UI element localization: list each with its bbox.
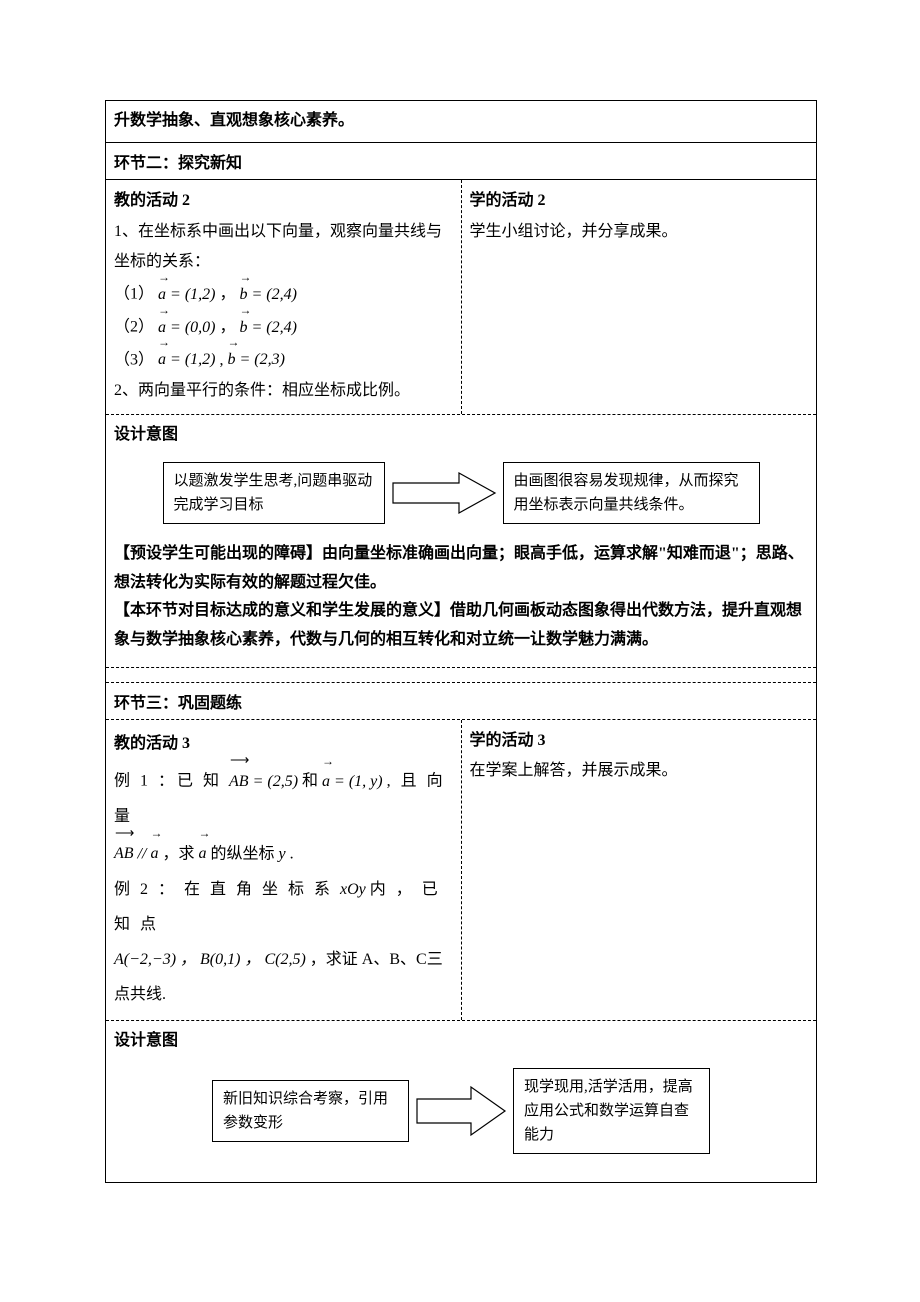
learn-activity-3-title: 学的活动 3 [470, 726, 809, 756]
eq2-pre: （2） [114, 319, 154, 336]
learn-activity-2: 学的活动 2 学生小组讨论，并分享成果。 [462, 180, 817, 414]
vec-AB: AB [229, 761, 249, 799]
eq3-pre: （3） [114, 351, 154, 368]
eq2-av: = (0,0) [166, 319, 215, 336]
example-2-line1: 例 2 ： 在 直 角 坐 标 系 xOy 内 ， 已 知 点 [114, 872, 453, 942]
example-1-line1: 例 1 ：已 知 AB = (2,5) 和 a = (1, y) , 且 向 量 [114, 761, 453, 834]
ex2-points: A(−2,−3) ， B(0,1) ， C(2,5) [114, 951, 306, 968]
vec-a: a [198, 834, 206, 872]
ex1-av: = (1, y) [330, 773, 383, 790]
teach-activity-3: 教的活动 3 例 1 ：已 知 AB = (2,5) 和 a = (1, y) … [106, 720, 462, 1020]
ex1-l2-tail1: 的纵坐标 [210, 845, 278, 862]
ex1-ABv: = (2,5) [249, 773, 298, 790]
eq2-bv: = (2,4) [247, 319, 296, 336]
vec-a: a [150, 834, 158, 872]
ex1-l2-mid: ，求 [162, 845, 198, 862]
spacer [106, 668, 816, 683]
design-intent-2-title: 设计意图 [114, 421, 808, 450]
flow-3: 新旧知识综合考察，引用参数变形 现学现用,活学活用，提高应用公式和数学运算自查能… [114, 1068, 808, 1154]
flow-3-right-box: 现学现用,活学活用，提高应用公式和数学运算自查能力 [513, 1068, 710, 1154]
lesson-table: 升数学抽象、直观想象核心素养。 环节二：探究新知 教的活动 2 1、在坐标系中画… [105, 100, 817, 1183]
var-y: y [278, 845, 285, 862]
section-2-title: 环节二：探究新知 [106, 143, 816, 180]
top-continuation: 升数学抽象、直观想象核心素养。 [106, 101, 816, 143]
flow-2-right-text: 由画图很容易发现规律，从而探究用坐标表示向量共线条件。 [514, 473, 739, 513]
section-2-activities: 教的活动 2 1、在坐标系中画出以下向量，观察向量共线与坐标的关系： （1） a… [106, 180, 816, 415]
vec-a: a [158, 343, 166, 376]
arrow-right-icon [413, 1083, 509, 1139]
ex1-mid1: 和 [302, 773, 322, 790]
ex1-dot: . [290, 845, 294, 862]
example-2-line2: A(−2,−3) ， B(0,1) ， C(2,5) ，求证 A、B、C三点共线… [114, 942, 453, 1012]
design-2-para1: 【预设学生可能出现的障碍】由向量坐标准确画出向量；眼高手低，运算求解"知难而退"… [114, 540, 808, 598]
eq3-bv: = (2,3) [235, 351, 284, 368]
vec-AB: AB [114, 834, 134, 872]
teach-activity-2-line1: 1、在坐标系中画出以下向量，观察向量共线与坐标的关系： [114, 217, 453, 278]
eq3-av: = (1,2) [166, 351, 215, 368]
design-intent-3-title: 设计意图 [114, 1027, 808, 1056]
learn-activity-2-body: 学生小组讨论，并分享成果。 [470, 217, 809, 247]
teach-activity-2-title: 教的活动 2 [114, 186, 453, 216]
ex1-pre: 例 1 ：已 知 [114, 773, 229, 790]
parallel-symbol: // [138, 845, 151, 862]
flow-2-left-box: 以题激发学生思考,问题串驱动完成学习目标 [163, 462, 385, 524]
teach-activity-2: 教的活动 2 1、在坐标系中画出以下向量，观察向量共线与坐标的关系： （1） a… [106, 180, 462, 414]
ex2-pre: 例 2 ： 在 直 角 坐 标 系 [114, 881, 340, 898]
flow-3-left-box: 新旧知识综合考察，引用参数变形 [212, 1080, 409, 1142]
teach-activity-2-line2: 2、两向量平行的条件：相应坐标成比例。 [114, 376, 453, 406]
learn-activity-3: 学的活动 3 在学案上解答，并展示成果。 [462, 720, 817, 1020]
eq2-sep: ， [219, 319, 235, 336]
vec-b: b [239, 310, 247, 343]
section-3-title-text: 环节三：巩固题练 [114, 695, 242, 712]
design-intent-2: 设计意图 以题激发学生思考,问题串驱动完成学习目标 由画图很容易发现规律，从而探… [106, 415, 816, 668]
vec-a: a [322, 761, 330, 799]
flow-3-left-text: 新旧知识综合考察，引用参数变形 [223, 1091, 388, 1131]
coord-xoy: xOy [340, 881, 366, 898]
design-2-para2: 【本环节对目标达成的意义和学生发展的意义】借助几何画板动态图象得出代数方法，提升… [114, 597, 808, 655]
design-intent-3: 设计意图 新旧知识综合考察，引用参数变形 现学现用,活学活用，提高应用公式和数学… [106, 1021, 816, 1182]
flow-2: 以题激发学生思考,问题串驱动完成学习目标 由画图很容易发现规律，从而探究用坐标表… [114, 462, 808, 524]
eq1-bv: = (2,4) [247, 286, 296, 303]
section-3-activities: 教的活动 3 例 1 ：已 知 AB = (2,5) 和 a = (1, y) … [106, 720, 816, 1021]
eq1-av: = (1,2) [166, 286, 215, 303]
flow-3-right-text: 现学现用,活学活用，提高应用公式和数学运算自查能力 [524, 1079, 693, 1143]
page: 升数学抽象、直观想象核心素养。 环节二：探究新知 教的活动 2 1、在坐标系中画… [0, 0, 920, 1302]
example-1-line2: AB // a ，求 a 的纵坐标 y . [114, 834, 453, 872]
eq1-sep: ， [219, 286, 235, 303]
section-2-title-text: 环节二：探究新知 [114, 155, 242, 172]
teach-activity-3-title: 教的活动 3 [114, 726, 453, 761]
arrow-right-icon [389, 469, 499, 517]
top-line-text: 升数学抽象、直观想象核心素养。 [114, 112, 354, 129]
eq-3: （3） a = (1,2) , b = (2,3) [114, 343, 453, 376]
section-3-title: 环节三：巩固题练 [106, 683, 816, 720]
learn-activity-3-body: 在学案上解答，并展示成果。 [470, 756, 809, 786]
flow-2-left-text: 以题激发学生思考,问题串驱动完成学习目标 [174, 473, 373, 513]
eq1-pre: （1） [114, 286, 154, 303]
flow-2-right-box: 由画图很容易发现规律，从而探究用坐标表示向量共线条件。 [503, 462, 760, 524]
learn-activity-2-title: 学的活动 2 [470, 186, 809, 216]
vec-b: b [227, 343, 235, 376]
